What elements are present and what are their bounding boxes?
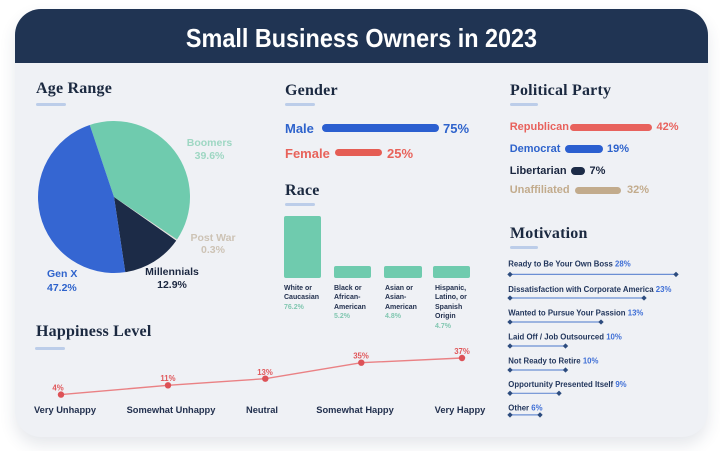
svg-text:Dissatisfaction with Corporate: Dissatisfaction with Corporate America 2… [508, 285, 671, 294]
svg-text:Very Unhappy: Very Unhappy [34, 405, 97, 415]
svg-text:Very Happy: Very Happy [435, 405, 486, 415]
svg-text:Not Ready to Retire 10%: Not Ready to Retire 10% [508, 357, 598, 366]
svg-text:Somewhat Happy: Somewhat Happy [316, 405, 394, 415]
svg-text:Laid Off / Job Outsourced 10%: Laid Off / Job Outsourced 10% [508, 333, 622, 342]
svg-text:37%: 37% [454, 347, 470, 356]
svg-text:13%: 13% [257, 368, 273, 377]
svg-text:Other 6%: Other 6% [508, 404, 542, 413]
svg-text:35%: 35% [353, 352, 369, 361]
svg-text:11%: 11% [160, 374, 175, 383]
svg-text:Wanted to Pursue Your Passion: Wanted to Pursue Your Passion 13% [508, 309, 643, 318]
svg-text:Opportunity Presented Itself: Opportunity Presented Itself 9% [508, 380, 626, 389]
svg-text:Neutral: Neutral [246, 405, 278, 415]
svg-text:Somewhat Unhappy: Somewhat Unhappy [127, 405, 217, 415]
svg-text:Ready to Be Your Own Boss 28%: Ready to Be Your Own Boss 28% [508, 260, 630, 269]
svg-text:4%: 4% [52, 384, 63, 393]
